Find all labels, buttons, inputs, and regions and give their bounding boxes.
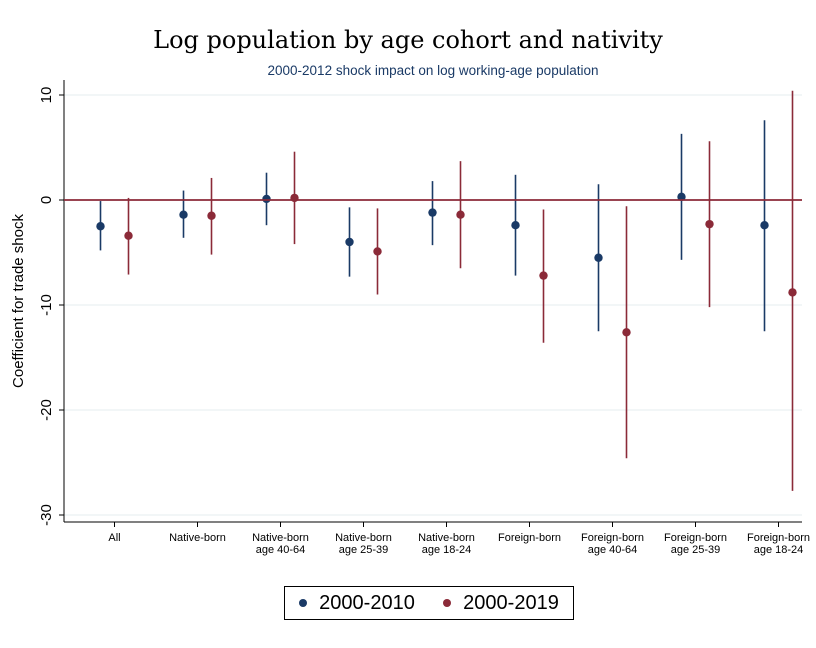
- point-2000-2010: [262, 194, 271, 204]
- x-tick-label-line: age 40-64: [256, 544, 306, 556]
- legend-label-series-1: 2000-2010: [319, 591, 415, 614]
- point-2000-2019: [539, 271, 548, 280]
- point-2000-2010: [179, 210, 188, 219]
- point-2000-2019: [373, 247, 382, 256]
- y-axis-label: Coefficient for trade shock: [10, 214, 27, 388]
- x-tick-label-line: Foreign-born: [747, 532, 810, 544]
- x-tick-label-line: age 25-39: [339, 544, 389, 556]
- legend: 2000-2010 2000-2019: [284, 586, 574, 620]
- y-tick-label: 10: [38, 87, 55, 104]
- point-2000-2010: [96, 222, 105, 231]
- x-tick-label: Foreign-born age 40-64: [581, 532, 644, 556]
- x-tick-label: Foreign-born age 25-39: [664, 532, 727, 556]
- x-tick-label: Native-born age 18-24: [418, 532, 475, 556]
- x-tick-label: Foreign-born age 18-24: [747, 532, 810, 556]
- chart-title: Log population by age cohort and nativit…: [153, 26, 663, 54]
- x-tick-label-line: Native-born: [169, 532, 226, 544]
- point-2000-2010: [594, 253, 603, 262]
- x-tick-label-line: All: [108, 532, 120, 544]
- x-tick-label-line: Native-born: [252, 532, 309, 544]
- point-2000-2019: [207, 211, 216, 220]
- x-tick-label-line: Foreign-born: [664, 532, 727, 544]
- x-tick-label-line: Native-born: [418, 532, 475, 544]
- point-2000-2019: [705, 219, 714, 229]
- data-marks: [64, 90, 802, 491]
- y-tick-label: 0: [38, 196, 55, 204]
- legend-marker-series-1: [299, 599, 308, 607]
- point-2000-2019: [788, 288, 797, 297]
- x-tick-label-line: age 18-24: [754, 544, 804, 556]
- x-tick-label-line: Foreign-born: [498, 532, 561, 544]
- x-tick-label: Native-born age 25-39: [335, 532, 392, 556]
- x-tick-label-line: age 18-24: [422, 544, 472, 556]
- y-tick-label: -10: [38, 294, 55, 316]
- x-tick-label: Foreign-born: [498, 532, 561, 544]
- point-2000-2010: [345, 237, 354, 247]
- x-tick-label-line: Foreign-born: [581, 532, 644, 544]
- grid-lines: [64, 94, 802, 516]
- x-tick-label-line: age 40-64: [588, 544, 638, 556]
- point-2000-2010: [760, 221, 769, 230]
- y-tick-label: -20: [38, 399, 55, 421]
- legend-item-series-1: 2000-2010: [299, 592, 415, 615]
- x-tick-label: Native-born: [169, 532, 226, 544]
- x-tick-label: All: [108, 532, 120, 544]
- point-2000-2019: [622, 328, 631, 337]
- point-2000-2010: [677, 192, 686, 202]
- y-tick-label: -30: [38, 504, 55, 526]
- point-2000-2019: [456, 210, 465, 219]
- legend-item-series-2: 2000-2019: [443, 592, 559, 615]
- x-tick-label-line: Native-born: [335, 532, 392, 544]
- chart-subtitle: 2000-2012 shock impact on log working-ag…: [268, 63, 599, 78]
- point-2000-2010: [428, 208, 437, 217]
- x-tick-label: Native-born age 40-64: [252, 532, 309, 556]
- point-2000-2010: [511, 221, 520, 230]
- x-tick-label-line: age 25-39: [671, 544, 721, 556]
- legend-marker-series-2: [443, 599, 452, 607]
- legend-label-series-2: 2000-2019: [463, 591, 559, 614]
- point-2000-2019: [124, 231, 133, 240]
